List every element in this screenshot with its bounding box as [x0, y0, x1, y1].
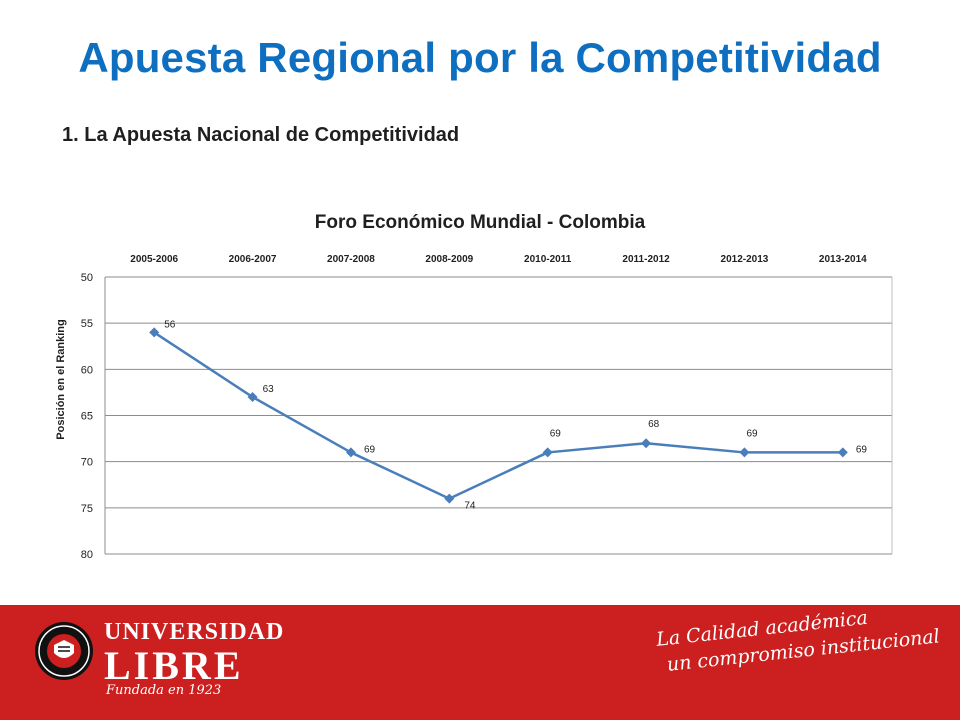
series-line	[153, 331, 843, 500]
x-tick-label: 2010-2011	[524, 254, 572, 265]
y-tick-label: 50	[81, 272, 93, 284]
university-name-line1: UNIVERSIDAD	[104, 619, 285, 645]
x-tick-label: 2006-2007	[229, 254, 277, 265]
x-tick-label: 2012-2013	[721, 254, 769, 265]
data-point	[149, 327, 160, 338]
slide-title: Apuesta Regional por la Competitividad	[78, 34, 882, 81]
data-label: 74	[464, 501, 476, 512]
x-tick-label: 2013-2014	[819, 254, 867, 265]
data-point	[345, 447, 356, 458]
data-point	[542, 447, 553, 458]
data-point	[739, 447, 750, 458]
slide-subtitle: 1. La Apuesta Nacional de Competitividad	[62, 124, 460, 146]
y-tick-label: 70	[81, 457, 93, 469]
data-point	[837, 447, 848, 458]
y-tick-label: 60	[81, 364, 93, 376]
data-label: 68	[648, 419, 660, 430]
x-tick-label: 2005-2006	[130, 254, 178, 265]
ranking-line-chart: 50 55 60 65 70 75 80 2005-2006 2006-2007 2007-200…	[55, 254, 893, 561]
y-tick-label: 80	[81, 549, 93, 561]
y-axis-title: Posición en el Ranking	[55, 319, 67, 439]
chart-title: Foro Económico Mundial - Colombia	[314, 212, 646, 233]
data-point	[444, 493, 455, 504]
founded-text: Fundada en 1923	[106, 683, 222, 698]
data-label: 69	[364, 444, 376, 455]
y-tick-label: 65	[81, 411, 93, 423]
data-point	[247, 392, 258, 403]
x-tick-label: 2008-2009	[425, 254, 473, 265]
data-label: 69	[746, 428, 758, 439]
data-label: 63	[263, 384, 275, 395]
x-tick-label: 2011-2012	[622, 254, 670, 265]
data-label: 69	[550, 428, 562, 439]
y-tick-label: 75	[81, 503, 93, 515]
university-seal-icon	[35, 622, 93, 680]
footer-banner: UNIVERSIDAD LIBRE Fundada en 1923 La Cal…	[0, 605, 960, 720]
y-tick-label: 55	[81, 318, 93, 330]
university-name-line2: LIBRE	[104, 643, 244, 688]
university-name: UNIVERSIDAD LIBRE	[104, 619, 284, 689]
x-tick-label: 2007-2008	[327, 254, 375, 265]
data-label: 56	[164, 319, 176, 330]
slogan: La Calidad académica un compromiso insti…	[655, 598, 941, 679]
data-point	[641, 438, 652, 449]
data-label: 69	[856, 444, 868, 455]
